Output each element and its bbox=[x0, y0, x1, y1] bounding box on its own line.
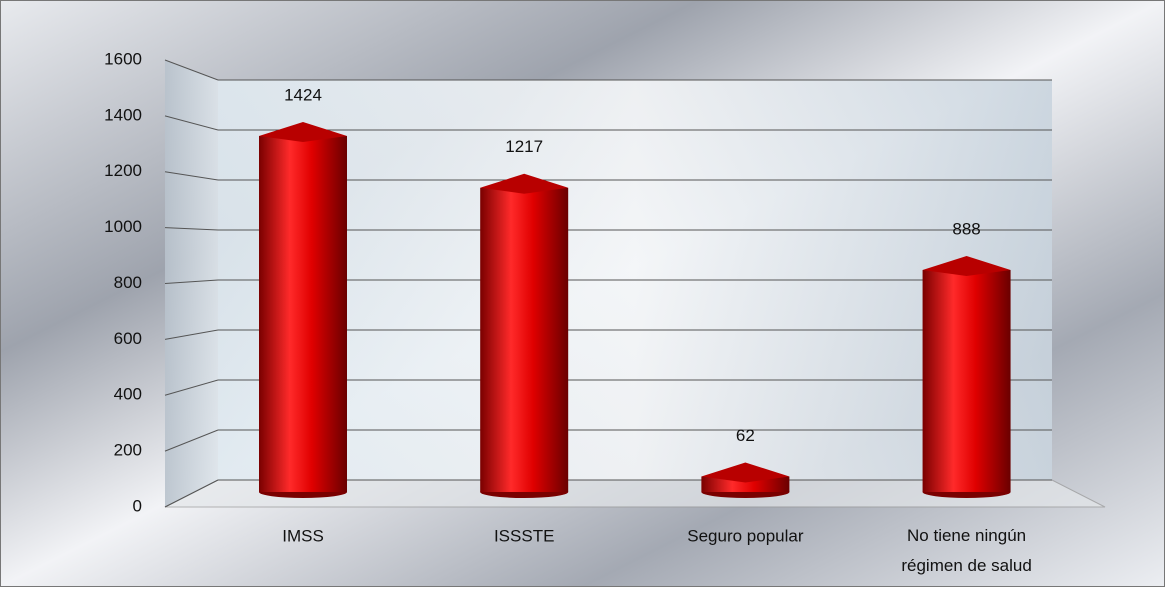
bar bbox=[259, 122, 347, 498]
side-wall bbox=[165, 60, 218, 507]
y-tick-label: 1000 bbox=[104, 217, 142, 236]
y-tick-label: 600 bbox=[114, 329, 142, 348]
value-label: 1217 bbox=[505, 137, 543, 156]
bar-body bbox=[480, 188, 568, 492]
y-tick-label: 200 bbox=[114, 441, 142, 460]
y-tick-label: 1600 bbox=[104, 49, 142, 68]
bar bbox=[480, 174, 568, 498]
y-tick-label: 800 bbox=[114, 273, 142, 292]
bar-body bbox=[259, 136, 347, 492]
x-tick-label: IMSS bbox=[282, 526, 324, 545]
value-label: 888 bbox=[952, 219, 980, 238]
chart: 0 200 400 600 800 1000 1200 1400 1600 1424 IMSS 121… bbox=[0, 0, 1165, 587]
y-tick-label: 1200 bbox=[104, 161, 142, 180]
y-tick-label: 1400 bbox=[104, 105, 142, 124]
y-tick-label: 0 bbox=[133, 496, 142, 515]
bar bbox=[923, 256, 1011, 498]
value-label: 1424 bbox=[284, 85, 322, 104]
x-tick-label: Seguro popular bbox=[687, 526, 804, 545]
bar-body bbox=[923, 270, 1011, 492]
value-label: 62 bbox=[736, 426, 755, 445]
y-tick-label: 400 bbox=[114, 385, 142, 404]
x-tick-label: ISSSTE bbox=[494, 526, 554, 545]
